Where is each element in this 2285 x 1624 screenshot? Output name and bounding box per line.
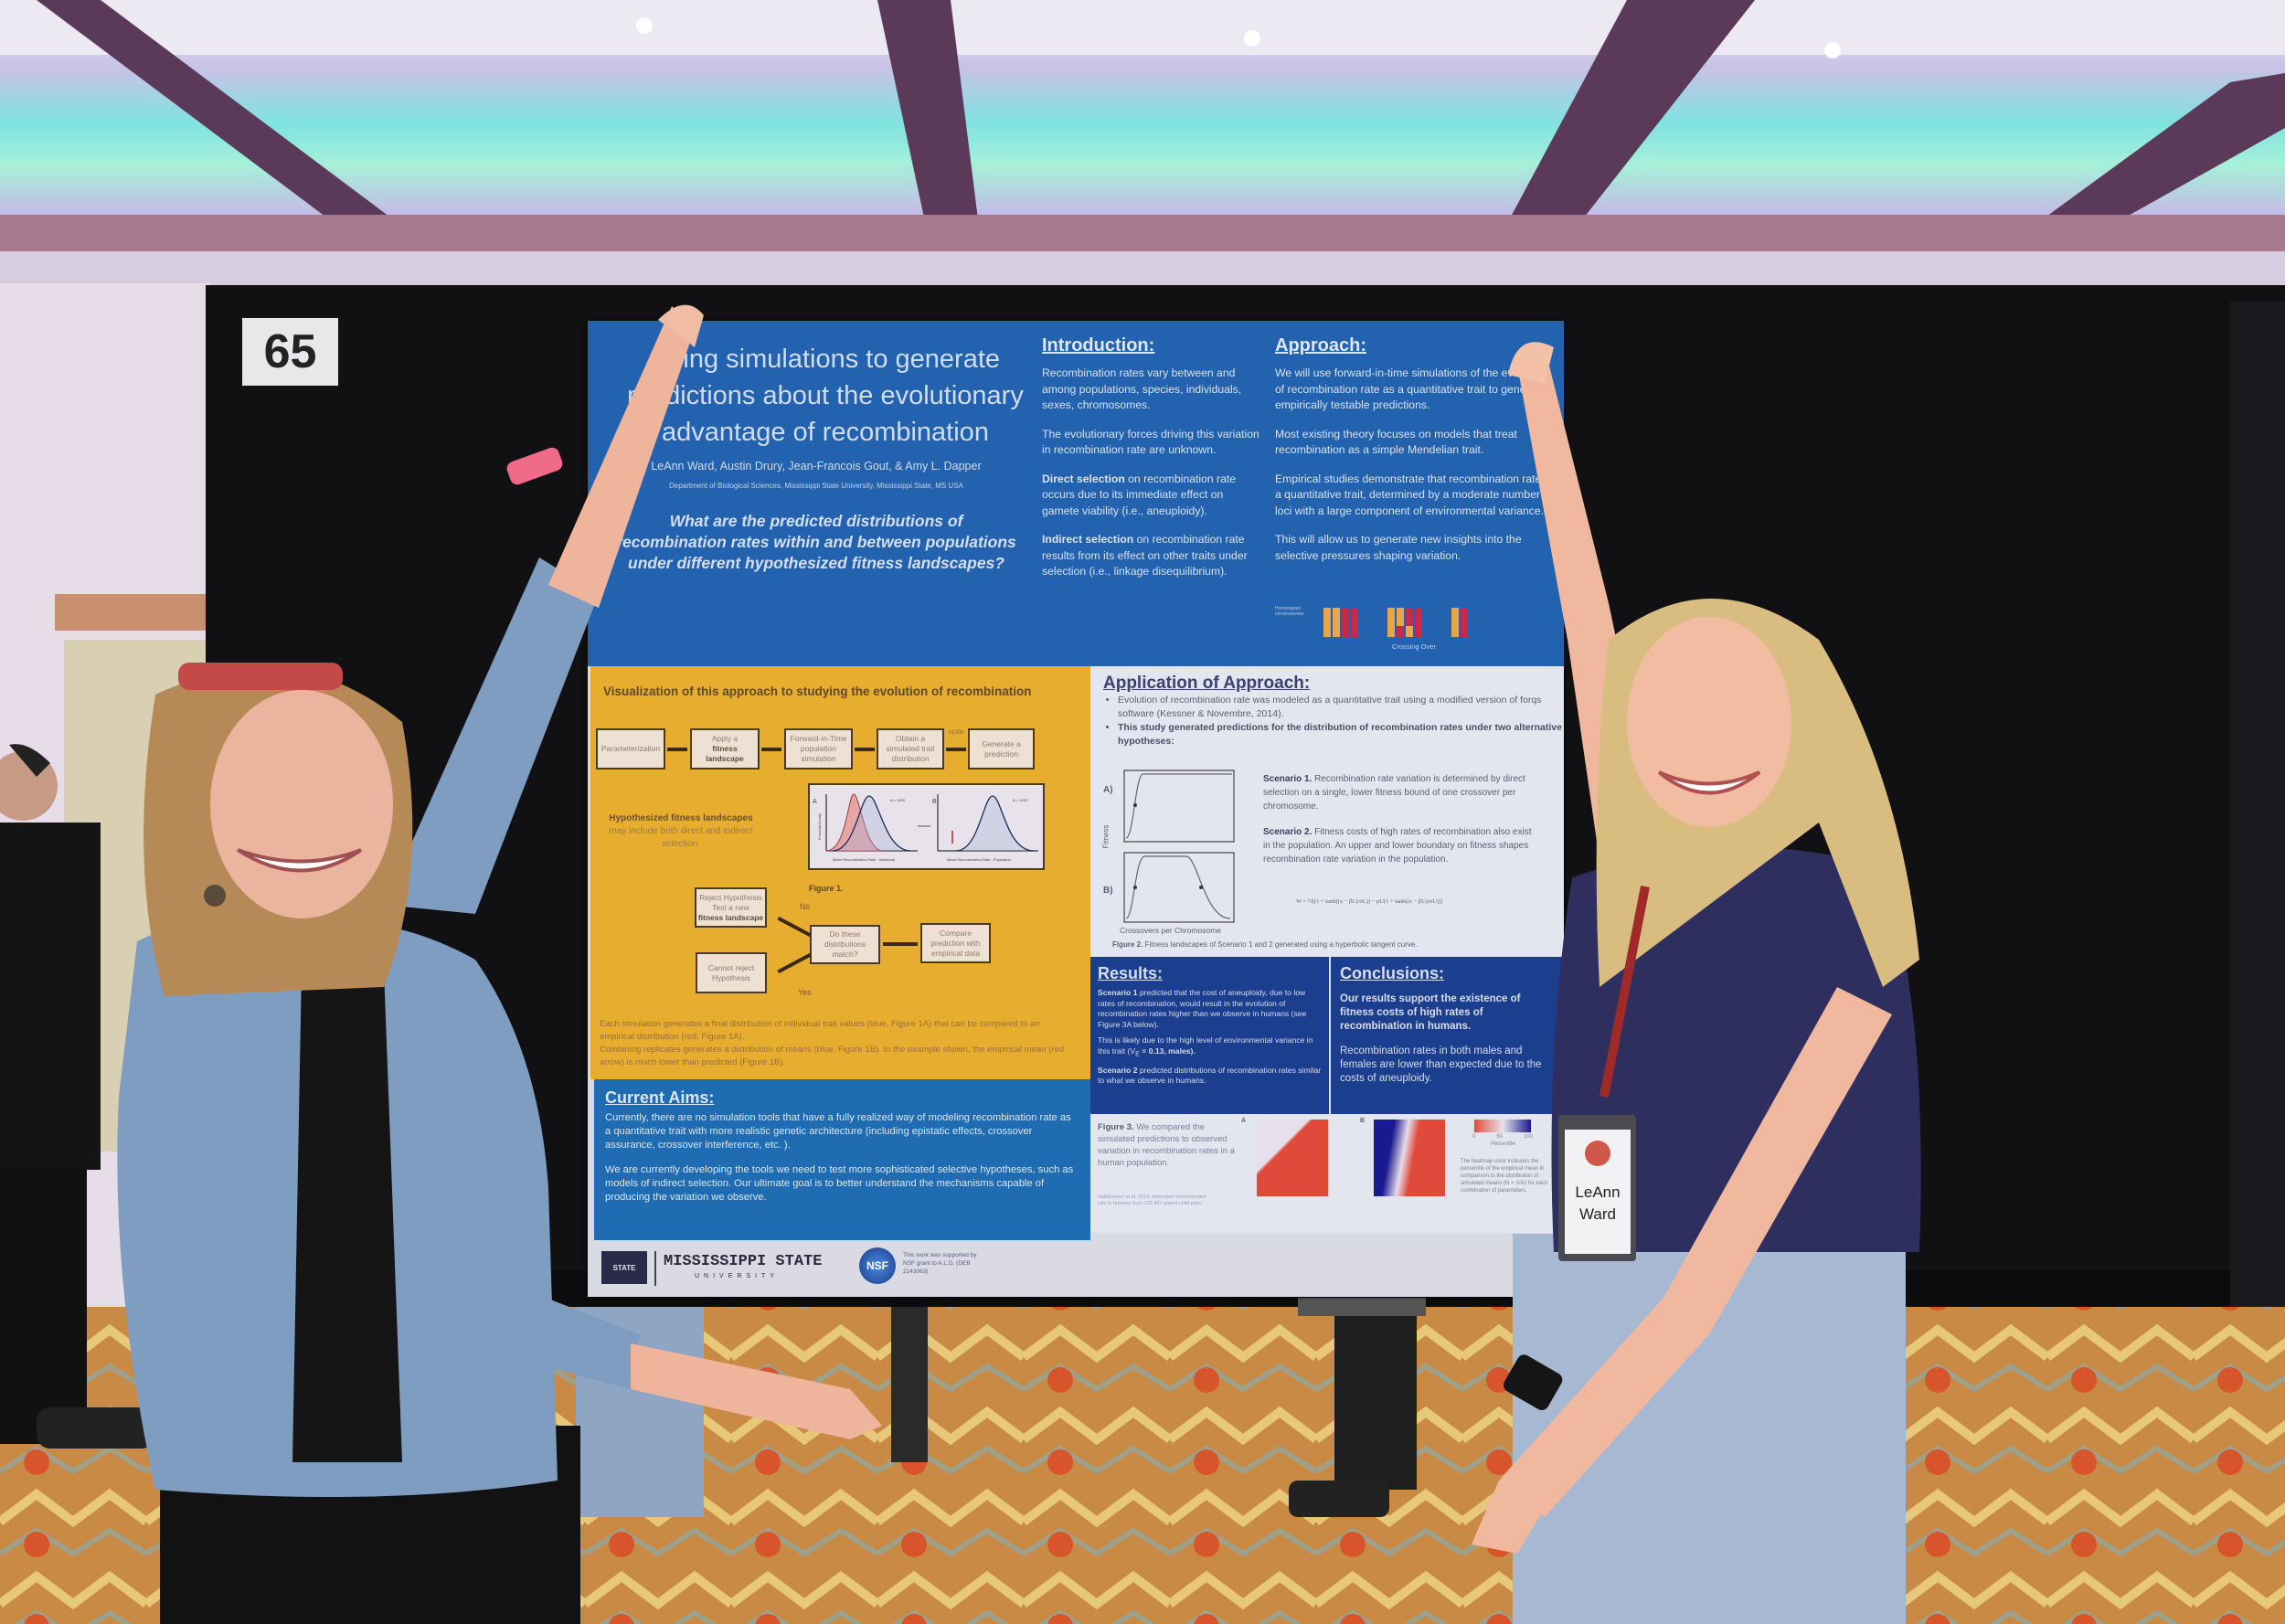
- intro-p3: Direct selection on recombination rate o…: [1042, 472, 1237, 517]
- poster-title: Using simulations to generate prediction…: [627, 345, 1024, 447]
- intro-p1: Recombination rates vary between and amo…: [1042, 366, 1242, 411]
- scenario-1-curve: [1125, 773, 1232, 839]
- scenario-2-curve: [1125, 855, 1231, 919]
- visualization-section: Visualization of this approach to studyi…: [590, 666, 1090, 1079]
- research-question: What are the predicted distributions of …: [616, 512, 1016, 572]
- flow-box-cannot-reject: Cannot reject Hypothesis: [696, 952, 767, 993]
- svg-text:N = 5000: N = 5000: [890, 798, 906, 802]
- approach-p4: This will allow us to generate new insig…: [1275, 533, 1522, 562]
- funding-note: This work was supported by NSF grant to …: [903, 1252, 977, 1275]
- research-poster: Using simulations to generate prediction…: [588, 321, 1564, 1297]
- fitness-formula: W = ½[(1 + tanh((x − βL)/σL)) − pU(1 + t…: [1296, 898, 1443, 905]
- flow-box-obtain-distribution: Obtain a simulated trait distribution: [877, 728, 944, 770]
- legend-note: The heatmap color indicates the percenti…: [1461, 1159, 1548, 1194]
- svg-text:Mean Recombination Rate - Indi: Mean Recombination Rate - Individual: [833, 857, 895, 862]
- approach-p2: Most existing theory focuses on models t…: [1275, 427, 1517, 457]
- flow-box-parameterization: Parameterization: [596, 728, 665, 770]
- conclusions-section: Conclusions: Our results support the exi…: [1331, 957, 1564, 1114]
- ceiling-beams: [0, 0, 2285, 256]
- approach-section: Approach: We will use forward-in-time si…: [1275, 335, 1554, 577]
- fitness-axis-label: Fitness: [1101, 824, 1111, 849]
- poster-footer: STATE MISSISSIPPI STATE UNIVERSITY NSF T…: [594, 1240, 1564, 1297]
- flow-box-forward-simulation: Forward-in-Time population simulation: [784, 728, 853, 770]
- application-bullet-1: Evolution of recombination rate was mode…: [1118, 694, 1564, 721]
- background-person: [0, 744, 155, 1449]
- results-section: Results: Scenario 1 predicted that the c…: [1090, 957, 1329, 1114]
- legend-title: Percentile: [1491, 1141, 1515, 1147]
- approach-p1: We will use forward-in-time simulations …: [1275, 366, 1546, 411]
- flow-box-compare-prediction: Compare prediction with empirical data: [920, 923, 991, 963]
- figure-3-section: Figure 3. We compared the simulated pred…: [1090, 1114, 1564, 1233]
- simulated-distribution-curve: [832, 795, 911, 852]
- intro-p2: The evolutionary forces driving this var…: [1042, 427, 1259, 457]
- svg-text:Probability Density: Probability Density: [818, 813, 822, 840]
- msu-logo: STATE: [601, 1251, 647, 1284]
- current-aims-p1: Currently, there are no simulation tools…: [605, 1112, 1071, 1151]
- poster-authors: LeAnn Ward, Austin Drury, Jean-Francois …: [651, 460, 982, 472]
- yes-label: Yes: [798, 988, 812, 997]
- panel-a-label: A): [1103, 785, 1113, 795]
- carpet: [0, 1307, 2285, 1624]
- board-number-card: 65: [242, 318, 338, 386]
- scenario-2-text: Scenario 2. Fitness costs of high rates …: [1263, 827, 1532, 865]
- nsf-logo: NSF: [859, 1247, 896, 1284]
- approach-p3: Empirical studies demonstrate that recom…: [1275, 472, 1553, 517]
- crossing-over-label: Crossing Over: [1392, 642, 1436, 651]
- svg-text:B: B: [932, 799, 937, 805]
- percentile-color-legend: [1474, 1120, 1531, 1132]
- msu-name: MISSISSIPPI STATE: [664, 1253, 823, 1270]
- panel-b-label: B): [1103, 886, 1113, 896]
- figure-1-caption: Each simulation generates a final distri…: [600, 1019, 1064, 1067]
- figure-2-caption: Figure 2. Fitness landscapes of Scenario…: [1112, 940, 1418, 949]
- chromosome-diagram: [1323, 608, 1468, 637]
- application-section: Application of Approach: Evolution of re…: [1090, 666, 1564, 957]
- conclusions-p1: Our results support the existence of fit…: [1340, 993, 1521, 1032]
- figure-1-label: Figure 1.: [809, 884, 844, 893]
- flow-box-distributions-match: Do these distributions match?: [810, 925, 880, 964]
- figure-3-note: Halldorsson et al. 2019; estimated recom…: [1098, 1194, 1207, 1206]
- svg-text:A: A: [813, 799, 817, 805]
- figure-1-density-plots: A B N = 5000 N = 1000 Mean Recombination…: [813, 793, 1038, 862]
- mean-distribution-curve: [955, 795, 1035, 852]
- intro-p4: Indirect selection on recombination rate…: [1042, 533, 1248, 578]
- no-label: No: [800, 902, 811, 911]
- introduction-section: Introduction: Recombination rates vary b…: [1042, 335, 1261, 593]
- hypothesized-landscapes-text: Hypothesized fitness landscapes may inclu…: [609, 813, 753, 849]
- svg-text:N = 1000: N = 1000: [1013, 798, 1028, 802]
- current-aims-section: Current Aims: Currently, there are no si…: [594, 1079, 1090, 1240]
- application-bullet-2: This study generated predictions for the…: [1118, 721, 1564, 748]
- x1000-label: x1000: [949, 730, 964, 736]
- results-heading: Results:: [1098, 964, 1164, 982]
- results-p1: Scenario 1 predicted that the cost of an…: [1098, 988, 1307, 1029]
- flow-box-generate-prediction: Generate a prediction: [968, 728, 1035, 770]
- crossovers-axis-label: Crossovers per Chromosome: [1120, 926, 1222, 935]
- heatmap-b: [1374, 1120, 1445, 1196]
- chromosome-label: Homologous chromosomes: [1275, 606, 1304, 617]
- poster-header: Using simulations to generate prediction…: [588, 321, 1564, 666]
- poster-department: Department of Biological Sciences, Missi…: [669, 482, 963, 490]
- conclusions-p2: Recombination rates in both males and fe…: [1340, 1046, 1542, 1084]
- approach-heading: Approach:: [1275, 335, 1366, 356]
- empirical-distribution-curve: [825, 793, 884, 852]
- svg-text:Mean Recombination Rate - Popu: Mean Recombination Rate - Population: [947, 857, 1011, 862]
- heatmap-b-label: B: [1360, 1118, 1366, 1124]
- conclusions-heading: Conclusions:: [1340, 964, 1445, 982]
- msu-university: UNIVERSITY: [695, 1273, 780, 1279]
- heatmap-a: [1257, 1120, 1328, 1196]
- legend-ticks: 0 50 100: [1472, 1134, 1533, 1140]
- fitness-landscape-plots: [1123, 770, 1235, 923]
- results-p2: This is likely due to the high level of …: [1098, 1035, 1313, 1058]
- heatmap-a-label: A: [1241, 1118, 1247, 1124]
- visualization-heading: Visualization of this approach to studyi…: [603, 685, 1032, 698]
- flow-box-reject-hypothesis: Reject Hypothesis Test a new fitness land…: [695, 887, 767, 928]
- current-aims-heading: Current Aims:: [605, 1088, 715, 1107]
- results-p3: Scenario 2 predicted distributions of re…: [1098, 1065, 1322, 1086]
- current-aims-p2: We are currently developing the tools we…: [605, 1164, 1074, 1203]
- application-heading: Application of Approach:: [1103, 674, 1311, 693]
- introduction-heading: Introduction:: [1042, 335, 1155, 356]
- scenario-1-text: Scenario 1. Recombination rate variation…: [1263, 774, 1525, 812]
- figure-1: A B N = 5000 N = 1000 Mean Recombination…: [808, 783, 1045, 870]
- figure-3-caption: Figure 3. We compared the simulated pred…: [1098, 1122, 1235, 1168]
- flow-box-apply-landscape: Apply a fitness landscape: [690, 728, 760, 770]
